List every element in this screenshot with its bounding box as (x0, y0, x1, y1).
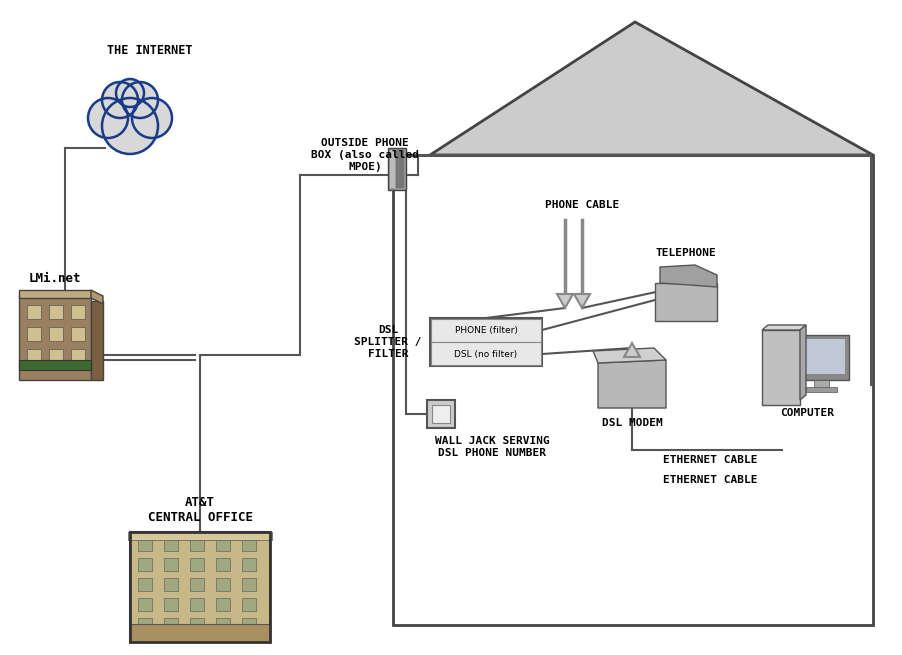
Bar (27, 305, 41, 319)
Bar (71, 327, 85, 341)
Bar (49, 305, 63, 319)
Text: DSL
SPLITTER /
FILTER: DSL SPLITTER / FILTER (354, 326, 422, 358)
Bar (19, 290, 91, 298)
Bar (655, 283, 717, 321)
Text: ETHERNET CABLE: ETHERNET CABLE (663, 455, 758, 465)
Bar (19, 360, 91, 370)
Bar (396, 150, 404, 188)
Text: COMPUTER: COMPUTER (780, 408, 834, 418)
Bar (138, 618, 152, 631)
Bar (806, 387, 837, 392)
Bar (190, 558, 204, 571)
Bar (190, 538, 204, 551)
Bar (242, 578, 256, 591)
Bar (216, 578, 230, 591)
Polygon shape (800, 325, 806, 400)
Bar (49, 327, 63, 341)
Bar (164, 618, 178, 631)
Bar (216, 558, 230, 571)
Bar (431, 342, 541, 365)
Bar (19, 295, 91, 380)
Bar (393, 155, 873, 625)
Bar (71, 305, 85, 319)
Text: TELEPHONE: TELEPHONE (656, 248, 716, 258)
Bar (216, 598, 230, 611)
Bar (242, 538, 256, 551)
Text: OUTSIDE PHONE
BOX (also called
MPOE): OUTSIDE PHONE BOX (also called MPOE) (311, 138, 419, 172)
Circle shape (132, 98, 172, 138)
Polygon shape (430, 22, 873, 155)
Bar (190, 598, 204, 611)
Bar (798, 339, 845, 374)
Text: DSL MODEM: DSL MODEM (602, 418, 662, 428)
Polygon shape (660, 265, 717, 287)
Bar (190, 618, 204, 631)
Bar (762, 330, 800, 405)
Bar (190, 578, 204, 591)
Text: AT&T
CENTRAL OFFICE: AT&T CENTRAL OFFICE (148, 496, 253, 524)
Bar (794, 335, 849, 380)
Text: WALL JACK SERVING
DSL PHONE NUMBER: WALL JACK SERVING DSL PHONE NUMBER (435, 436, 549, 458)
Circle shape (102, 82, 138, 118)
Bar (164, 598, 178, 611)
Text: ETHERNET CABLE: ETHERNET CABLE (663, 475, 758, 485)
Polygon shape (624, 343, 640, 357)
Bar (164, 558, 178, 571)
Polygon shape (762, 325, 806, 330)
Bar (138, 578, 152, 591)
Circle shape (88, 98, 128, 138)
Bar (164, 578, 178, 591)
Bar (138, 538, 152, 551)
Bar (242, 618, 256, 631)
Bar (430, 318, 542, 366)
Polygon shape (598, 360, 666, 408)
Bar (49, 349, 63, 363)
Bar (164, 538, 178, 551)
Bar (27, 327, 41, 341)
Bar (130, 624, 270, 642)
Text: PHONE CABLE: PHONE CABLE (545, 200, 619, 210)
Polygon shape (574, 294, 590, 308)
Circle shape (122, 82, 158, 118)
Polygon shape (557, 294, 573, 308)
Text: LMi.net: LMi.net (29, 272, 81, 286)
Bar (814, 380, 829, 388)
Bar (130, 532, 270, 642)
Circle shape (116, 79, 144, 107)
Bar (216, 538, 230, 551)
Bar (431, 319, 541, 342)
Polygon shape (91, 290, 103, 304)
Bar (130, 532, 270, 642)
Circle shape (102, 98, 158, 154)
Bar (390, 150, 395, 188)
Bar (91, 301, 103, 380)
Bar (138, 598, 152, 611)
Text: DSL (no filter): DSL (no filter) (455, 350, 518, 358)
Text: THE INTERNET: THE INTERNET (107, 43, 193, 56)
Bar (432, 405, 450, 423)
Bar (71, 349, 85, 363)
Bar (27, 349, 41, 363)
Text: PHONE (filter): PHONE (filter) (455, 326, 518, 335)
Bar (242, 598, 256, 611)
Bar (128, 532, 272, 540)
Bar (427, 400, 455, 428)
Bar (388, 148, 406, 190)
Bar (138, 558, 152, 571)
Bar (242, 558, 256, 571)
Polygon shape (593, 348, 666, 363)
Bar (216, 618, 230, 631)
